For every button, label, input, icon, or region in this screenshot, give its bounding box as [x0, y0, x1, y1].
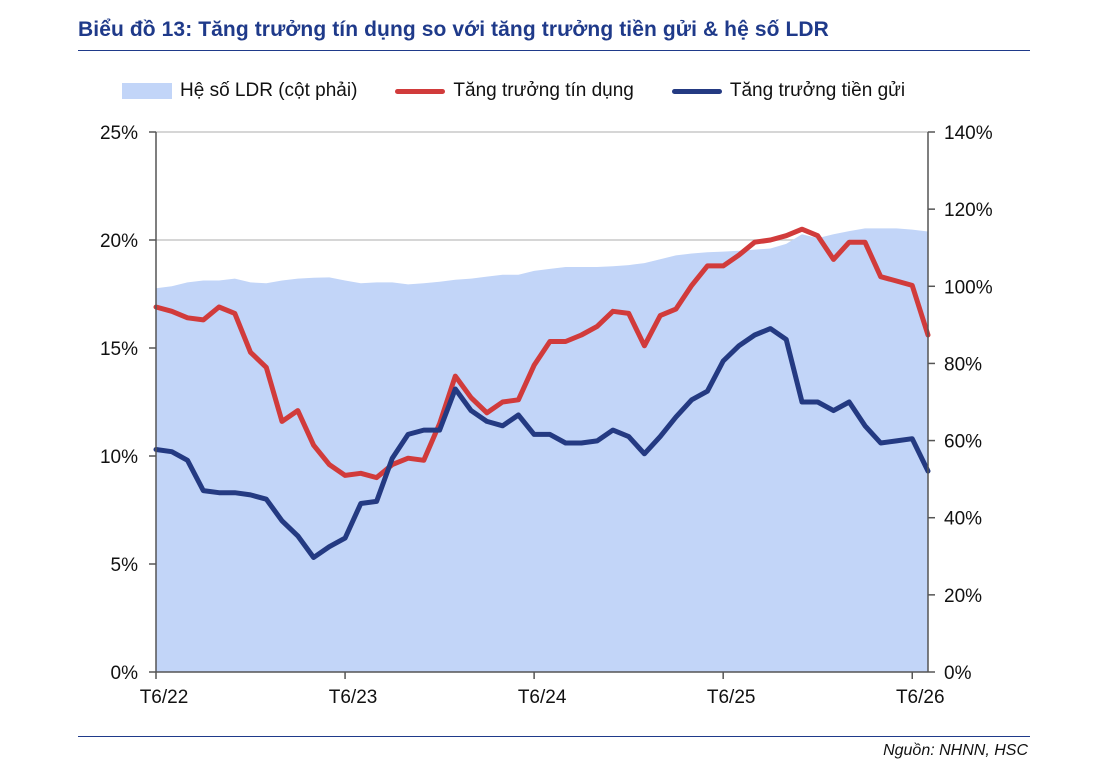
x-tick-label: T6/22 [140, 687, 189, 708]
x-tick-label: T6/26 [896, 687, 945, 708]
y-right-tick-label: 80% [944, 354, 982, 375]
ldr-area [156, 228, 928, 672]
ldr-area-layer [156, 228, 928, 672]
line-layer [153, 226, 931, 560]
x-tick-label: T6/25 [707, 687, 756, 708]
y-left-tick-label: 5% [111, 555, 139, 576]
y-right-tick-label: 120% [944, 200, 993, 221]
tick-label-layer: 0% 5% 10% 15% 20% 25% 0% 20% 40% 60% 80% 100% 120% 14… [100, 123, 993, 708]
chart-legend: Hệ số LDR (cột phải) Tăng trưởng tín dụn… [122, 80, 943, 102]
chart-title: Biểu đồ 13: Tăng trưởng tín dụng so với … [78, 18, 829, 41]
source-note: Nguồn: NHNN, HSC [883, 742, 1028, 759]
legend-swatch-ldr [122, 83, 172, 99]
y-left-tick-label: 20% [100, 231, 138, 252]
y-left-tick-label: 15% [100, 339, 138, 360]
legend-label-deposit: Tăng trưởng tiền gửi [729, 80, 906, 101]
credit-growth-line [153, 226, 931, 481]
deposit-growth-line [153, 326, 931, 560]
axis-layer [149, 131, 935, 679]
y-left-tick-label: 10% [100, 447, 138, 468]
y-right-tick-label: 140% [944, 123, 993, 144]
y-right-tick-label: 40% [944, 509, 982, 530]
legend-swatch-deposit [671, 88, 722, 94]
y-left-tick-label: 25% [100, 123, 138, 144]
legend-label-credit: Tăng trưởng tín dụng [453, 80, 634, 101]
y-right-tick-label: 20% [944, 586, 982, 607]
footer-divider [78, 736, 1030, 737]
y-right-tick-label: 0% [944, 663, 972, 684]
x-tick-label: T6/24 [518, 687, 567, 708]
legend-item-deposit: Tăng trưởng tiền gửi [671, 80, 906, 102]
legend-item-ldr: Hệ số LDR (cột phải) [122, 80, 357, 102]
title-divider [78, 50, 1030, 51]
legend-item-credit: Tăng trưởng tín dụng [395, 80, 634, 102]
y-right-tick-label: 100% [944, 277, 993, 298]
y-right-tick-label: 60% [944, 432, 982, 453]
legend-label-ldr: Hệ số LDR (cột phải) [180, 80, 358, 101]
y-left-tick-label: 0% [111, 663, 139, 684]
legend-swatch-credit [395, 88, 446, 94]
x-tick-label: T6/23 [329, 687, 378, 708]
